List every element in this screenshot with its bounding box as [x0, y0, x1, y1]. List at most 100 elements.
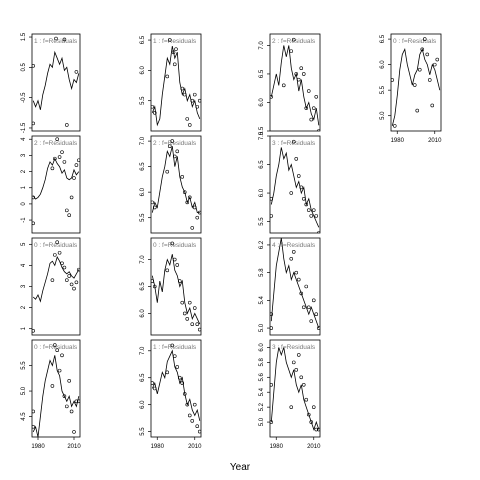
- data-point: [195, 215, 200, 220]
- x-tick-label: 2010: [428, 138, 442, 144]
- series-line: [270, 238, 320, 329]
- data-point: [60, 150, 64, 154]
- data-point: [69, 409, 74, 414]
- y-tick-label: 6.0: [140, 66, 146, 75]
- y-tick-label: 6.0: [259, 343, 265, 352]
- y-tick-label: 5.2: [259, 402, 265, 411]
- y-tick-label: -1.5: [21, 122, 27, 133]
- data-point: [192, 205, 197, 210]
- data-point: [152, 111, 157, 115]
- data-point: [195, 424, 200, 429]
- data-point: [417, 67, 422, 72]
- data-point: [289, 405, 294, 409]
- data-point: [77, 399, 80, 404]
- panel-frame: [150, 135, 202, 234]
- data-point: [301, 196, 306, 201]
- panel-frame: [31, 135, 81, 234]
- data-point: [270, 94, 274, 99]
- data-point: [294, 72, 299, 76]
- data-point: [62, 394, 67, 398]
- panel-r1c2: 1 : f=Residuals 5.5 6.0 6.5: [140, 33, 202, 132]
- data-point: [311, 106, 316, 110]
- data-point: [57, 368, 62, 373]
- data-point: [195, 322, 200, 327]
- y-tick-label: 7.0: [259, 41, 265, 50]
- data-point: [62, 160, 67, 164]
- data-point: [175, 365, 180, 369]
- data-point: [270, 312, 274, 317]
- panel-r4c3: 3 : f=Residuals 5.0 5.2 5.4 5.6 5.8 6.0 1980 201…: [259, 339, 321, 450]
- data-point: [291, 139, 296, 144]
- data-point: [180, 86, 185, 91]
- data-point: [32, 195, 35, 200]
- data-point: [192, 306, 197, 310]
- data-point: [180, 381, 185, 385]
- panel-label: 0 : f=Residuals: [34, 242, 78, 249]
- series-line: [32, 157, 80, 200]
- data-point: [32, 328, 35, 333]
- data-point: [52, 156, 57, 161]
- data-point: [185, 117, 190, 121]
- y-tick-label: 6.5: [259, 160, 265, 169]
- x-tick-label: 1980: [151, 444, 165, 450]
- data-point: [192, 402, 197, 407]
- y-tick-label: 5.0: [21, 386, 27, 395]
- data-point: [182, 311, 187, 316]
- panel-label: 2 : f=Residuals: [272, 38, 316, 45]
- data-point: [52, 253, 57, 257]
- y-tick-label: 3: [21, 284, 27, 288]
- data-point: [289, 49, 294, 53]
- data-point: [175, 263, 180, 267]
- data-point: [165, 268, 170, 273]
- data-point: [270, 382, 274, 387]
- panel-frame: [31, 33, 81, 132]
- panel-r3c1: 0 : f=Residuals 1 2 3 4 5: [21, 237, 81, 336]
- series-line: [270, 147, 320, 228]
- data-point: [316, 129, 320, 131]
- panel-r4c2: 1 : f=Residuals 5.5 6.0 6.5 7.0 1980 2010: [140, 339, 202, 450]
- y-tick-label: 6.5: [140, 282, 146, 291]
- data-point: [50, 166, 55, 171]
- data-point: [52, 343, 57, 347]
- data-point: [314, 312, 319, 317]
- panel-frame: [390, 33, 442, 132]
- y-tick-label: 6.5: [140, 162, 146, 171]
- data-point: [69, 195, 74, 200]
- x-tick-label: 1980: [391, 138, 405, 144]
- data-point: [422, 37, 427, 41]
- data-point: [62, 37, 67, 42]
- data-point: [185, 200, 190, 205]
- y-tick-label: 5.8: [259, 268, 265, 277]
- data-point: [197, 327, 201, 332]
- data-point: [180, 300, 185, 305]
- panel-r2c2: 2 : f=Residuals 5.5 6.0 6.5 7.0: [140, 135, 202, 234]
- data-point: [296, 77, 301, 82]
- data-point: [151, 104, 155, 109]
- data-point: [151, 200, 155, 205]
- y-tick-label: 5.5: [259, 126, 265, 135]
- data-point: [175, 149, 180, 154]
- data-point: [299, 66, 304, 71]
- data-point: [32, 121, 35, 126]
- data-point: [270, 214, 274, 218]
- data-point: [435, 57, 440, 62]
- y-tick-label: 6.0: [140, 400, 146, 409]
- data-point: [311, 405, 316, 409]
- data-point: [304, 202, 309, 207]
- y-tick-label: 0.5: [21, 63, 27, 72]
- data-point: [55, 348, 60, 353]
- data-point: [316, 427, 320, 432]
- data-point: [185, 402, 190, 407]
- y-tick-label: 5.5: [259, 217, 265, 226]
- data-point: [432, 62, 437, 67]
- data-point: [291, 250, 296, 254]
- y-tick-label: 6.5: [140, 373, 146, 382]
- data-point: [190, 322, 195, 327]
- data-point: [192, 92, 197, 97]
- data-point: [316, 231, 320, 233]
- data-point: [165, 370, 170, 375]
- data-point: [65, 278, 69, 282]
- panel-label: 0 : f=Residuals: [393, 38, 437, 45]
- x-tick-label: 2010: [188, 444, 202, 450]
- data-point: [165, 169, 170, 174]
